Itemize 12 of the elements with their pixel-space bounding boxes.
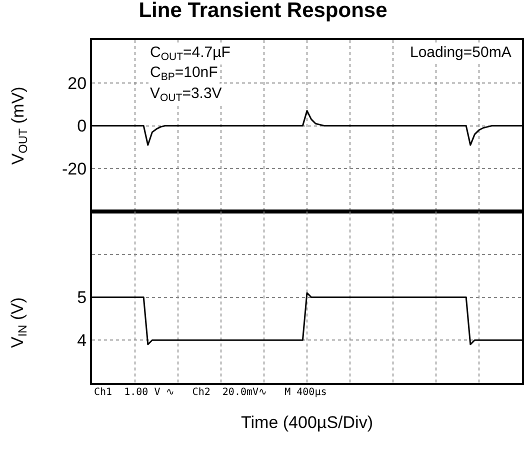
y-tick-label: -20 <box>62 160 87 179</box>
y-tick-label: 4 <box>77 331 87 350</box>
annotation: C$_{OUT}$=4.7µF <box>150 44 230 64</box>
y-tick-label: 20 <box>68 74 87 93</box>
annotation: C$_{BP}$=10nF <box>150 64 218 84</box>
annotation: V$_{OUT}$=3.3V <box>150 85 222 104</box>
annotation: Loading=50mA <box>410 44 512 61</box>
y-tick-label: 0 <box>77 116 87 136</box>
chart-title: Line Transient Response <box>138 0 388 22</box>
text: Ch1 1.00 V ∿ Ch2 20.0mV∿ M 400µs <box>94 387 327 398</box>
x-axis-title: Time (400µS/Div) <box>241 412 373 432</box>
y-tick-label: 5 <box>77 288 87 308</box>
